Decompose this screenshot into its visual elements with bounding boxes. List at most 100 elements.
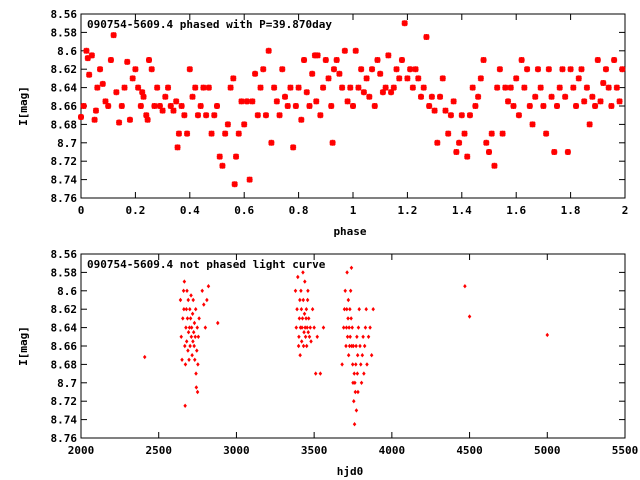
y-tick-label: 8.72 xyxy=(51,395,78,408)
data-point xyxy=(529,121,536,128)
data-point xyxy=(343,288,347,293)
data-point xyxy=(499,130,506,137)
data-point xyxy=(353,380,357,385)
data-point xyxy=(304,316,308,321)
chart-title: 090754-5609.4 phased with P=39.870day xyxy=(87,18,332,31)
data-point xyxy=(94,84,101,91)
y-tick-label: 8.6 xyxy=(57,45,77,58)
data-point xyxy=(77,113,85,121)
data-point xyxy=(219,162,226,169)
data-point xyxy=(515,112,523,119)
data-point xyxy=(318,371,323,376)
data-point xyxy=(243,98,251,105)
data-point xyxy=(349,102,357,110)
data-point xyxy=(540,102,547,110)
data-point xyxy=(188,307,192,312)
data-point xyxy=(194,371,198,376)
data-point xyxy=(464,153,471,160)
data-point xyxy=(173,98,180,105)
data-point xyxy=(154,84,161,91)
data-point xyxy=(485,148,493,156)
data-point xyxy=(189,93,196,100)
data-point xyxy=(227,84,234,91)
data-point xyxy=(575,75,582,82)
data-point xyxy=(182,307,186,312)
data-point xyxy=(271,84,278,91)
data-point xyxy=(477,75,484,82)
data-point xyxy=(409,84,416,91)
data-point xyxy=(488,130,495,137)
data-point xyxy=(203,112,210,119)
data-point xyxy=(189,325,194,330)
data-point xyxy=(195,325,200,330)
data-point xyxy=(445,130,452,137)
x-tick-label: 3500 xyxy=(301,444,328,457)
data-point xyxy=(305,325,309,330)
data-point xyxy=(185,288,189,293)
y-tick-label: 8.58 xyxy=(51,26,78,39)
data-point xyxy=(594,56,601,64)
data-point xyxy=(415,75,422,82)
data-point xyxy=(600,79,607,87)
data-point xyxy=(305,297,310,303)
data-point xyxy=(344,343,348,349)
data-point xyxy=(347,325,351,330)
data-point xyxy=(469,84,476,91)
data-point xyxy=(132,66,139,73)
data-point xyxy=(281,93,289,100)
x-tick-label: 3000 xyxy=(223,444,250,457)
data-point xyxy=(303,325,307,330)
data-point xyxy=(354,362,358,367)
data-point xyxy=(491,162,498,169)
data-point xyxy=(356,325,361,330)
data-point xyxy=(175,130,183,137)
data-point xyxy=(99,80,106,88)
y-tick-label: 8.72 xyxy=(51,155,78,168)
data-point xyxy=(232,153,240,160)
data-point xyxy=(371,102,378,110)
data-points xyxy=(77,20,626,188)
data-point xyxy=(346,297,351,303)
data-point xyxy=(348,288,353,293)
data-point xyxy=(216,320,220,326)
data-point xyxy=(396,75,403,82)
data-point xyxy=(412,66,419,73)
data-point xyxy=(184,325,188,330)
data-point xyxy=(295,307,299,312)
data-point xyxy=(145,56,153,64)
y-tick-label: 8.7 xyxy=(57,137,77,150)
data-point xyxy=(151,102,158,110)
data-point xyxy=(364,307,368,312)
data-point xyxy=(213,102,221,110)
data-point xyxy=(295,84,302,91)
data-point xyxy=(345,270,349,275)
data-point xyxy=(196,334,201,339)
data-point xyxy=(572,102,580,110)
data-point xyxy=(526,102,533,110)
tick-marks xyxy=(80,253,626,439)
data-point xyxy=(352,47,359,54)
x-tick-label: 1.6 xyxy=(506,204,526,217)
data-point xyxy=(88,52,95,59)
data-point xyxy=(302,330,306,335)
data-point xyxy=(447,112,455,119)
data-point xyxy=(346,316,350,321)
data-point xyxy=(189,334,194,339)
y-tick-label: 8.56 xyxy=(51,8,78,21)
data-point xyxy=(194,385,199,390)
data-point xyxy=(284,102,291,110)
data-point xyxy=(195,389,200,395)
y-tick-labels: 8.56 8.58 8.6 8.62 8.64 8.66 8.68 8.7 8.72 8.74 8.… xyxy=(51,8,78,205)
data-point xyxy=(300,325,304,330)
data-point xyxy=(591,102,599,110)
y-tick-label: 8.64 xyxy=(51,82,78,95)
data-point xyxy=(559,66,566,73)
data-point xyxy=(195,348,199,353)
data-point xyxy=(366,93,373,100)
data-point xyxy=(602,66,610,73)
data-point xyxy=(346,353,351,358)
data-point xyxy=(458,112,465,119)
data-point xyxy=(164,84,172,91)
data-point xyxy=(521,84,528,91)
data-point xyxy=(336,70,343,77)
